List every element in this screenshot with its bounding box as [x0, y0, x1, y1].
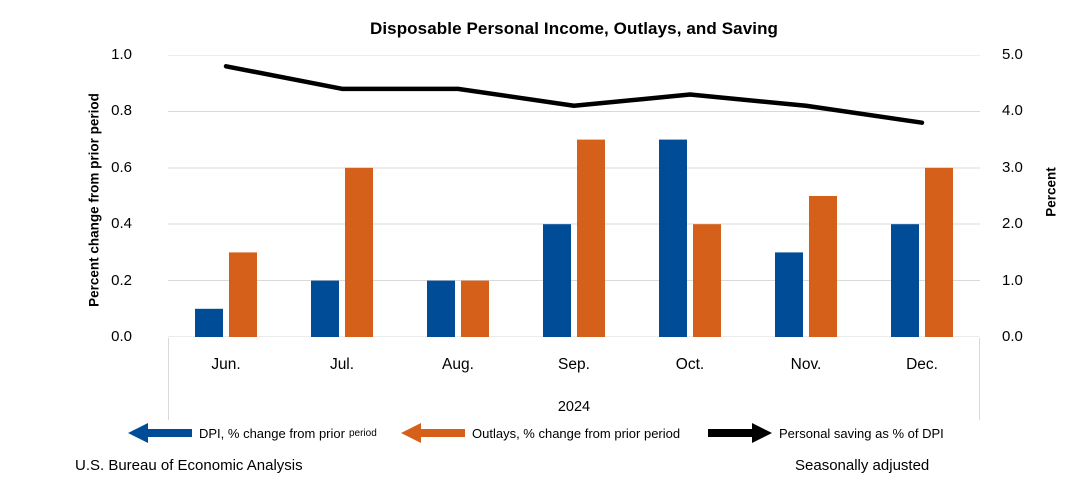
dpi-bar-aug	[427, 280, 455, 337]
dpi-bar-oct	[659, 139, 687, 337]
chart-title: Disposable Personal Income, Outlays, and…	[369, 19, 779, 38]
legend-item-outlays: Outlays, % change from prior period	[401, 422, 680, 444]
outlays-bar-oct	[693, 224, 721, 337]
dpi-bar-nov	[775, 252, 803, 337]
dpi-bar-dec	[891, 224, 919, 337]
legend-item-dpi: DPI, % change from prior period	[128, 422, 377, 444]
x-axis-label-jun: Jun.	[211, 356, 241, 373]
right-axis-tick-1.0: 1.0	[1002, 271, 1023, 289]
outlays-left-arrow-icon	[401, 423, 465, 443]
source-text: U.S. Bureau of Economic Analysis	[75, 457, 303, 474]
outlays-bar-nov	[809, 196, 837, 337]
dpi-bar-jun	[195, 308, 223, 337]
legend-item-saving: Personal saving as % of DPI	[708, 422, 944, 444]
right-axis-tick-2.0: 2.0	[1002, 215, 1023, 233]
x-axis-label-nov: Nov.	[790, 356, 822, 373]
right-axis-tick-5.0: 5.0	[1002, 46, 1023, 63]
legend: DPI, % change from prior period Outlays,…	[0, 422, 1092, 444]
x-axis-label-dec: Dec.	[906, 356, 938, 373]
right-axis-tick-0.0: 0.0	[1002, 328, 1023, 345]
right-axis-tick-3.0: 3.0	[1002, 158, 1023, 176]
dpi-left-arrow-icon	[128, 423, 192, 443]
left-axis-tick-0.6: 0.6	[111, 158, 132, 176]
x-axis-label-sep: Sep.	[558, 356, 590, 373]
outlays-bar-aug	[461, 280, 489, 337]
x-axis-label-aug: Aug.	[442, 356, 474, 373]
outlays-bar-dec	[925, 167, 953, 337]
left-axis-tick-0.2: 0.2	[111, 271, 132, 289]
legend-label-dpi-small: period	[348, 427, 377, 439]
category-axis-right-edge-line	[979, 338, 980, 420]
x-axis-label-oct: Oct.	[675, 356, 705, 373]
dpi-bar-jul	[311, 280, 339, 337]
x-axis-label-jul: Jul.	[329, 356, 355, 373]
left-axis-tick-0.4: 0.4	[111, 215, 132, 233]
outlays-bar-sep	[577, 139, 605, 337]
legend-label-outlays: Outlays, % change from prior period	[472, 425, 681, 441]
legend-label-saving: Personal saving as % of DPI	[779, 425, 944, 441]
personal-saving-line	[223, 64, 925, 125]
saving-right-arrow-icon	[708, 423, 772, 443]
year-label: 2024	[557, 399, 591, 415]
outlays-bar-jun	[229, 252, 257, 337]
left-axis-tick-0.0: 0.0	[111, 328, 132, 345]
plot-area	[168, 55, 980, 337]
category-axis-left-edge-line	[168, 338, 169, 420]
seasonally-adjusted-note: Seasonally adjusted	[795, 457, 930, 474]
legend-label-dpi: DPI, % change from prior	[199, 425, 345, 441]
left-axis-tick-1.0: 1.0	[111, 46, 132, 63]
right-axis-tick-4.0: 4.0	[1002, 102, 1023, 120]
outlays-bar-jul	[345, 167, 373, 337]
dpi-bar-sep	[543, 224, 571, 337]
left-axis-tick-0.8: 0.8	[111, 102, 132, 120]
plot-svg	[168, 55, 980, 337]
